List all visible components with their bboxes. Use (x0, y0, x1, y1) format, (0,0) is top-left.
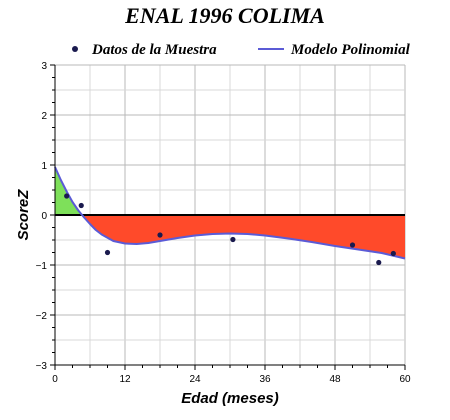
data-point (376, 259, 382, 266)
legend-label-modelo: Modelo Polinomial (290, 42, 411, 58)
series-line-modelo-polinomial (54, 166, 406, 260)
fill-below-zero (82, 215, 405, 259)
y-tick-label: 0 (41, 211, 47, 222)
x-tick-label: 36 (259, 374, 271, 385)
data-point (230, 236, 236, 243)
x-tick-label: 12 (119, 374, 131, 385)
y-tick-label: 2 (41, 111, 47, 122)
legend-marker-datos (72, 46, 78, 52)
data-point (349, 242, 356, 248)
legend-label-datos: Datos de la Muestra (91, 42, 217, 58)
data-point (64, 193, 70, 199)
sample-points (64, 193, 396, 266)
data-point (104, 249, 111, 256)
data-point (78, 202, 84, 209)
y-tick-label: −1 (36, 261, 48, 272)
model-line-layer (54, 166, 406, 260)
data-point (390, 250, 396, 257)
chart-title: ENAL 1996 COLIMA (124, 3, 325, 28)
x-tick-label: 60 (399, 374, 411, 385)
x-tick-label: 24 (189, 374, 201, 385)
x-tick-label: 0 (52, 374, 58, 385)
legend: Datos de la Muestra Modelo Polinomial (72, 42, 411, 58)
data-point (157, 232, 163, 238)
y-tick-label: 3 (41, 61, 47, 72)
deviation-fills (55, 167, 405, 259)
x-tick-label: 48 (329, 374, 341, 385)
x-axis-label: Edad (meses) (181, 390, 279, 407)
y-tick-label: 1 (41, 161, 47, 172)
y-axis-label: ScoreZ (15, 189, 32, 241)
y-tick-label: −2 (36, 311, 48, 322)
axes (50, 64, 406, 370)
y-tick-label: −3 (36, 361, 48, 372)
fill-above-zero (55, 167, 83, 215)
